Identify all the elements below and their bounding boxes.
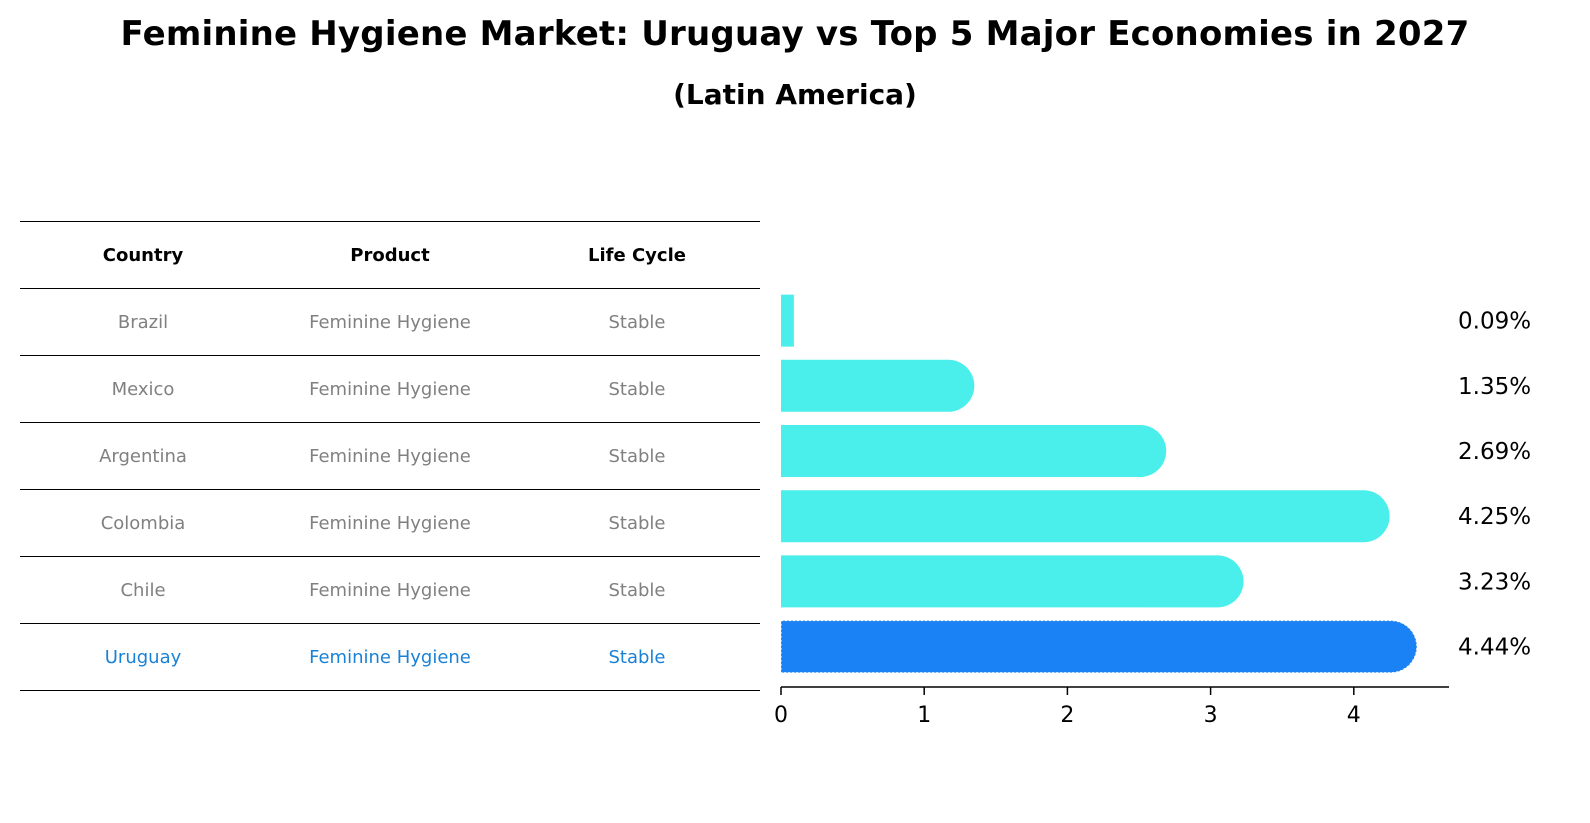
- bar-colombia: [781, 490, 1390, 543]
- cell-product: Feminine Hygiene: [309, 311, 471, 333]
- x-tick-label-3: 3: [1204, 703, 1218, 728]
- value-label-argentina: 2.69%: [1458, 439, 1531, 465]
- chart-subtitle: (Latin America): [673, 78, 917, 111]
- cell-life-cycle: Stable: [608, 378, 666, 400]
- cell-country: Mexico: [111, 378, 175, 400]
- cell-country: Brazil: [117, 311, 169, 333]
- cell-life-cycle: Stable: [608, 445, 666, 467]
- bar-chile: [781, 555, 1244, 608]
- table-row: Chile Feminine Hygiene Stable: [20, 557, 760, 624]
- x-tick-label-2: 2: [1060, 703, 1074, 728]
- bar-mexico: [781, 359, 975, 412]
- table-row: Mexico Feminine Hygiene Stable: [20, 356, 760, 423]
- table-header-row: Country Product Life Cycle: [20, 221, 760, 289]
- cell-product: Feminine Hygiene: [309, 646, 471, 668]
- header-product: Product: [350, 244, 430, 266]
- table-row: Argentina Feminine Hygiene Stable: [20, 423, 760, 490]
- cell-life-cycle: Stable: [608, 646, 666, 668]
- cell-life-cycle: Stable: [608, 311, 666, 333]
- x-tick-label-0: 0: [774, 703, 788, 728]
- country-table: Country Product Life Cycle Brazil Femini…: [20, 221, 760, 691]
- bar-uruguay: [780, 620, 1418, 674]
- cell-country: Uruguay: [104, 646, 182, 668]
- cell-country: Chile: [120, 579, 166, 601]
- cell-product: Feminine Hygiene: [309, 445, 471, 467]
- value-label-mexico: 1.35%: [1458, 374, 1531, 400]
- cell-life-cycle: Stable: [608, 512, 666, 534]
- table-row-highlight: Uruguay Feminine Hygiene Stable: [20, 624, 760, 691]
- table-row: Brazil Feminine Hygiene Stable: [20, 289, 760, 356]
- bar-brazil: [781, 294, 794, 347]
- value-label-uruguay: 4.44%: [1458, 635, 1531, 661]
- cell-product: Feminine Hygiene: [309, 579, 471, 601]
- header-country: Country: [102, 244, 184, 266]
- header-life-cycle: Life Cycle: [588, 244, 686, 266]
- cell-product: Feminine Hygiene: [309, 378, 471, 400]
- value-label-colombia: 4.25%: [1458, 504, 1531, 530]
- cell-country: Argentina: [99, 445, 187, 467]
- value-label-brazil: 0.09%: [1458, 309, 1531, 335]
- value-label-chile: 3.23%: [1458, 569, 1531, 595]
- chart-title: Feminine Hygiene Market: Uruguay vs Top …: [120, 14, 1470, 54]
- table-row: Colombia Feminine Hygiene Stable: [20, 490, 760, 557]
- x-tick-label-4: 4: [1347, 703, 1361, 728]
- cell-life-cycle: Stable: [608, 579, 666, 601]
- bar-argentina: [781, 425, 1167, 477]
- cell-product: Feminine Hygiene: [309, 512, 471, 534]
- x-tick-label-1: 1: [917, 703, 931, 728]
- cell-country: Colombia: [100, 512, 186, 534]
